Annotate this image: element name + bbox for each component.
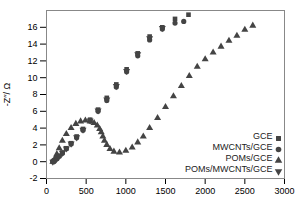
svg-text:3000: 3000 — [274, 186, 294, 196]
svg-text:MWCNTs/GCE: MWCNTs/GCE — [213, 142, 273, 152]
svg-text:1000: 1000 — [116, 186, 136, 196]
svg-text:500: 500 — [79, 186, 94, 196]
svg-text:0: 0 — [32, 157, 37, 167]
svg-text:POMs/MWCNTs/GCE: POMs/MWCNTs/GCE — [185, 164, 273, 174]
svg-text:2500: 2500 — [235, 186, 255, 196]
svg-text:2: 2 — [32, 140, 37, 150]
svg-text:8: 8 — [32, 89, 37, 99]
svg-text:-2: -2 — [29, 173, 37, 183]
svg-text:10: 10 — [27, 73, 37, 83]
svg-text:12: 12 — [27, 56, 37, 66]
svg-text:POMs/GCE: POMs/GCE — [225, 153, 272, 163]
svg-text:16: 16 — [27, 22, 37, 32]
svg-text:6: 6 — [32, 106, 37, 116]
svg-text:0: 0 — [44, 186, 49, 196]
svg-text:GCE: GCE — [253, 131, 273, 141]
svg-text:14: 14 — [27, 39, 37, 49]
svg-text:1500: 1500 — [155, 186, 175, 196]
svg-text:-Z′′/ Ω: -Z′′/ Ω — [2, 82, 12, 106]
svg-text:4: 4 — [32, 123, 37, 133]
svg-text:2000: 2000 — [195, 186, 215, 196]
